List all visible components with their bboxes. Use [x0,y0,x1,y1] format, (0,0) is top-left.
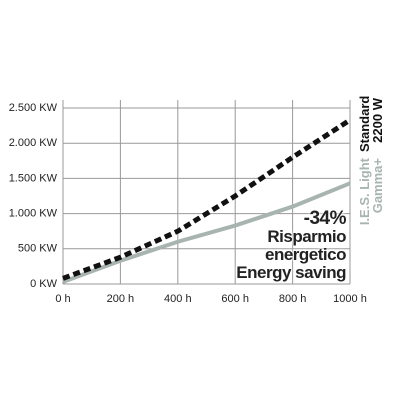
x-tick-label: 0 h [55,293,70,305]
y-tick-label: 2.500 KW [9,102,58,114]
annotation: energetico [265,245,346,264]
series-line [62,181,351,284]
x-tick-label: 600 h [221,293,249,305]
annotation: Energy saving [236,263,346,282]
series-line [62,117,352,281]
x-tick-label: 200 h [107,293,135,305]
y-tick-label: 1.000 KW [9,208,58,220]
x-tick-label: 400 h [164,293,192,305]
y-tick-label: 2.000 KW [9,137,58,149]
annotation: Risparmio [267,227,346,246]
x-tick-label: 800 h [279,293,307,305]
y-tick-label: 0 KW [30,278,58,290]
y-tick-label: 1.500 KW [9,172,58,184]
legend-label: Standard 2200 W [357,95,385,152]
legend-label: I.E.S. Light Gamma+ [357,158,385,226]
y-tick-label: 500 KW [18,243,58,255]
annotation: -34% [303,208,347,229]
x-tick-label: 1000 h [333,293,367,305]
